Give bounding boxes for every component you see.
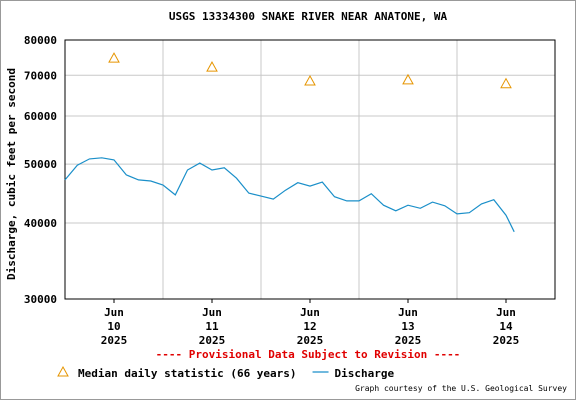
median-marker [108, 52, 120, 63]
median-marker [304, 74, 316, 86]
x-tick-label: Jun 14 2025 [493, 306, 520, 347]
y-tick-label: 50000 [24, 158, 57, 171]
x-tick-label: Jun 11 2025 [199, 306, 226, 347]
y-tick-label: 40000 [24, 217, 57, 230]
credit: Graph courtesy of the U.S. Geological Su… [355, 384, 567, 393]
y-tick-label: 70000 [24, 69, 57, 82]
discharge-line [64, 157, 515, 233]
legend-label: Discharge [335, 367, 395, 380]
legend-marker [57, 365, 69, 377]
median-marker [500, 77, 512, 89]
x-tick-label: Jun 12 2025 [297, 306, 324, 347]
subtitle: ---- Provisional Data Subject to Revisio… [156, 348, 461, 361]
median-marker [206, 61, 218, 72]
y-tick-label: 80000 [24, 34, 57, 47]
y-tick-label: 30000 [24, 293, 57, 306]
median-marker [402, 73, 414, 85]
x-tick-label: Jun 13 2025 [395, 306, 422, 347]
plot-frame [64, 39, 556, 300]
x-tick-label: Jun 10 2025 [101, 306, 128, 347]
chart-title: USGS 13334300 SNAKE RIVER NEAR ANATONE, … [169, 10, 448, 23]
legend-label: Median daily statistic (66 years) [78, 367, 297, 380]
y-axis-label: Discharge, cubic feet per second [5, 68, 18, 280]
y-tick-label: 60000 [24, 110, 57, 123]
